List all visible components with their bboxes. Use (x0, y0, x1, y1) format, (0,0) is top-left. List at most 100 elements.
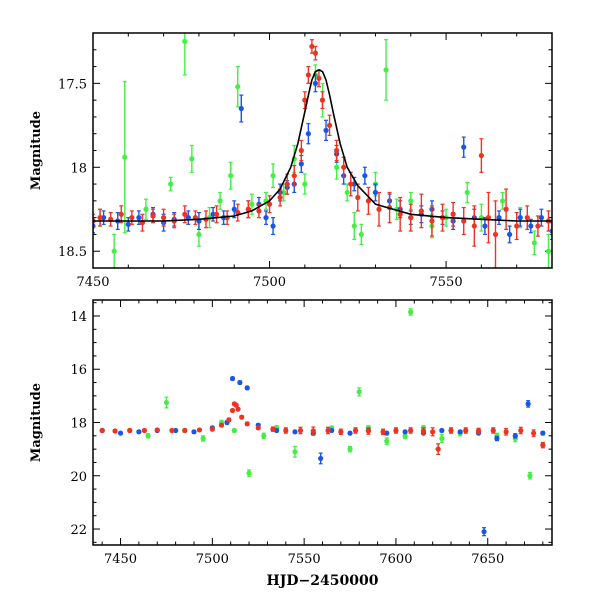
data-point-red (245, 206, 251, 212)
data-point-blue (125, 221, 131, 227)
data-point-red (169, 427, 175, 434)
data-point-blue (185, 215, 191, 221)
data-point-green (351, 223, 357, 229)
data-point-blue (540, 430, 546, 436)
y-tick-label: 14 (70, 310, 87, 325)
data-point-green (217, 198, 223, 204)
data-point-green (408, 309, 414, 315)
y-tick-label: 16 (70, 363, 87, 378)
data-point-red (270, 426, 276, 432)
data-point-green (302, 181, 308, 187)
data-point-green (356, 389, 362, 395)
data-point-red (298, 147, 304, 154)
data-point-green (334, 164, 340, 170)
model-fit-curve (93, 69, 552, 222)
data-point-red (376, 206, 382, 212)
data-point-green (347, 446, 353, 452)
data-point-blue (305, 131, 311, 137)
y-tick-label: 18 (70, 161, 87, 176)
axis-ticks (92, 32, 553, 269)
y-tick-label: 18.5 (58, 245, 87, 260)
data-point-red (316, 75, 322, 81)
data-point-green (249, 201, 255, 207)
data-point-green (182, 38, 188, 44)
data-point-green (408, 198, 414, 204)
data-point-red (365, 428, 371, 434)
data-point-blue (312, 80, 319, 86)
data-point-red (244, 421, 250, 427)
data-point-green (111, 248, 117, 254)
y-axis-label: Magnitude (29, 111, 44, 190)
data-point-red (319, 97, 326, 103)
data-point-red (393, 427, 399, 434)
series-red (99, 401, 546, 456)
top-panel-zoomed-lightcurve: 7450 7500 7550 17.5 18 18.5 Magnitude (29, 32, 553, 290)
data-point-red (535, 223, 541, 229)
data-point-green (464, 189, 470, 196)
data-point-red (352, 427, 359, 434)
data-point-green (527, 473, 533, 479)
x-tick-label: 7450 (104, 552, 137, 567)
data-point-blue (538, 215, 545, 221)
data-point-red (380, 429, 386, 435)
data-point-green (499, 198, 506, 204)
data-point-blue (507, 231, 513, 238)
data-point-red (196, 427, 203, 433)
data-point-red (365, 198, 371, 204)
data-point-green (228, 173, 234, 179)
x-tick-label: 7550 (430, 275, 463, 290)
data-point-red (397, 211, 403, 217)
series-green (97, 33, 552, 268)
data-point-red (255, 425, 261, 431)
data-point-red (277, 194, 283, 201)
data-point-red (524, 215, 530, 221)
y-tick-label: 20 (70, 470, 87, 485)
data-point-red (150, 213, 156, 219)
data-point-blue (528, 223, 534, 229)
data-point-red (492, 231, 499, 238)
data-point-blue (482, 223, 488, 229)
data-point-blue (136, 429, 142, 435)
series-green (99, 308, 533, 480)
data-point-green (531, 240, 537, 246)
data-point-red (226, 417, 232, 423)
data-point-red (154, 427, 160, 433)
data-point-red (435, 446, 441, 452)
data-point-blue (372, 189, 379, 196)
data-point-red (430, 429, 436, 435)
data-point-green (545, 248, 552, 254)
data-point-green (344, 189, 350, 196)
data-point-red (408, 215, 414, 221)
data-point-green (196, 231, 202, 238)
data-point-red (218, 422, 225, 428)
x-tick-label: 7650 (471, 552, 504, 567)
data-point-red (182, 427, 188, 434)
y-tick-label: 22 (70, 523, 87, 538)
data-point-red (334, 147, 340, 154)
data-point-blue (244, 385, 250, 391)
y-tick-label: 18 (70, 417, 87, 432)
data-point-blue (238, 105, 244, 112)
data-point-red (418, 208, 424, 214)
data-point-green (292, 449, 298, 455)
plot-frame (92, 299, 553, 546)
data-point-blue (231, 206, 237, 212)
data-point-red (490, 427, 496, 434)
x-tick-label: 7550 (288, 552, 321, 567)
data-point-green (270, 173, 276, 179)
data-point-red (348, 181, 354, 187)
data-point-blue (173, 427, 179, 434)
data-point-red (213, 211, 220, 217)
x-tick-label: 7600 (379, 552, 412, 567)
data-point-green (145, 433, 151, 439)
y-axis-label: Magnitude (29, 383, 44, 462)
data-point-red (463, 427, 469, 434)
data-point-red (118, 211, 124, 217)
data-point-red (283, 427, 289, 434)
data-point-blue (517, 215, 523, 221)
data-point-red (302, 97, 308, 103)
data-point-blue (270, 223, 276, 229)
data-point-blue (292, 429, 298, 435)
data-point-blue (191, 429, 197, 435)
